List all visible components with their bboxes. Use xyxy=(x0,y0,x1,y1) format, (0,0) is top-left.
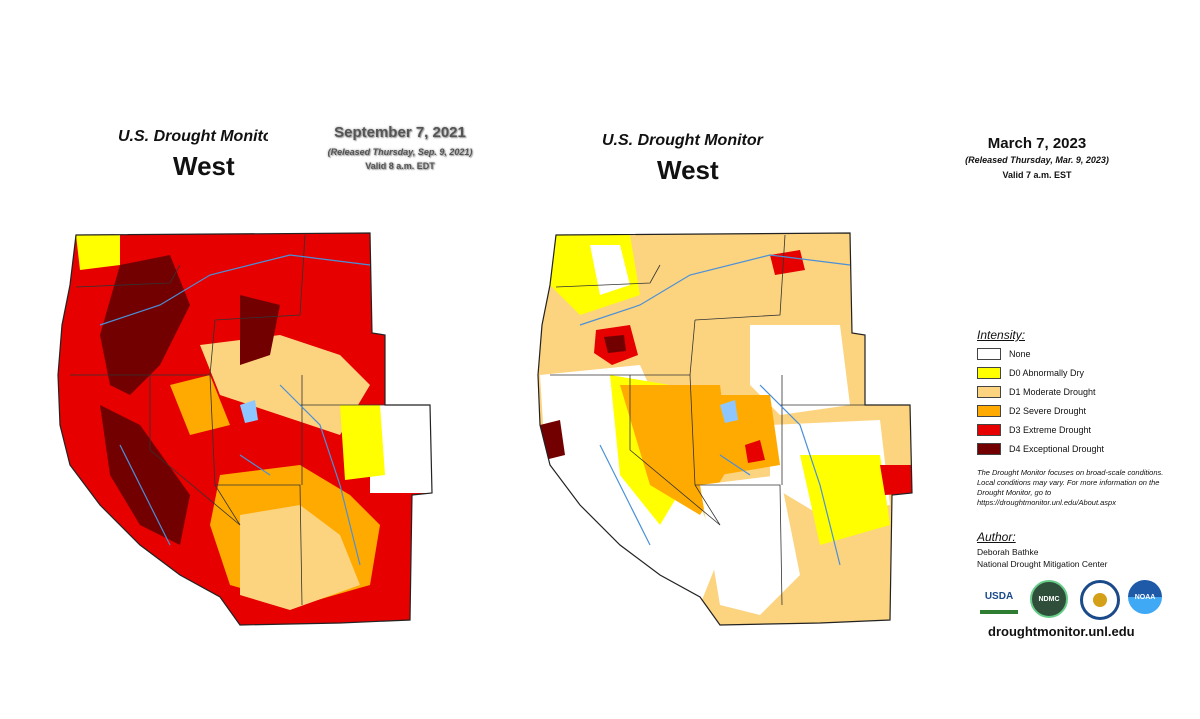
author-org: National Drought Mitigation Center xyxy=(977,559,1108,569)
left-great-salt-lake xyxy=(240,400,258,423)
legend-heading: Intensity: xyxy=(977,328,1026,342)
right-none-arizona xyxy=(700,475,800,615)
right-date: March 7, 2023 xyxy=(987,135,1087,152)
right-rivers xyxy=(579,254,851,566)
left-released: (Released Thursday, Sep. 9, 2021) xyxy=(327,147,473,157)
left-drought-map xyxy=(57,232,433,626)
noaa-logo: NOAA xyxy=(1128,580,1162,614)
ndmc-logo: NDMC xyxy=(1030,580,1068,618)
legend-note: The Drought Monitor focuses on broad-sca… xyxy=(977,468,1164,507)
legend-swatch xyxy=(977,386,1001,398)
right-d2-great-basin xyxy=(620,385,730,515)
left-state-borders xyxy=(70,234,385,606)
left-d4-california xyxy=(100,405,190,545)
legend-label: D2 Severe Drought xyxy=(1009,406,1087,416)
left-none-colorado xyxy=(370,405,432,493)
eagle-icon xyxy=(1093,593,1107,607)
left-monitor-title: U.S. Drought Monitor xyxy=(118,128,268,145)
right-none-wyoming xyxy=(750,325,850,415)
left-d1-south xyxy=(240,505,360,610)
website-link[interactable]: droughtmonitor.unl.edu xyxy=(988,624,1135,639)
right-region-title: West xyxy=(657,155,719,185)
legend-swatch xyxy=(977,367,1001,379)
left-region-outline xyxy=(57,232,433,626)
right-state-borders xyxy=(550,234,865,606)
legend-swatch xyxy=(977,405,1001,417)
usda-logo: USDA xyxy=(980,582,1018,614)
right-valid: Valid 7 a.m. EST xyxy=(1002,170,1072,180)
legend-swatch xyxy=(977,424,1001,436)
legend-item: None xyxy=(977,347,1031,361)
legend-label: D1 Moderate Drought xyxy=(1009,387,1096,397)
legend-item: D4 Exceptional Drought xyxy=(977,442,1104,456)
legend-item: D3 Extreme Drought xyxy=(977,423,1091,437)
right-d3-utah xyxy=(745,440,765,463)
left-region-title: West xyxy=(173,151,235,181)
right-d4-oregon xyxy=(604,335,626,353)
left-valid: Valid 8 a.m. EDT xyxy=(365,161,435,171)
left-d2-nevada xyxy=(170,375,230,435)
legend-swatch xyxy=(977,348,1001,360)
left-rivers xyxy=(99,254,371,566)
legend-swatch xyxy=(977,443,1001,455)
legend-label: D4 Exceptional Drought xyxy=(1009,444,1105,454)
legend-item: D1 Moderate Drought xyxy=(977,385,1096,399)
legend-item: D2 Severe Drought xyxy=(977,404,1086,418)
doc-seal-logo xyxy=(1080,580,1120,620)
left-d4-idaho xyxy=(240,295,280,365)
author-heading: Author: xyxy=(977,530,1016,544)
right-none-washington xyxy=(590,245,630,295)
right-region-outline xyxy=(537,232,913,626)
left-d0-area xyxy=(340,405,385,480)
right-d3-kansas xyxy=(880,465,912,495)
left-d0-washington xyxy=(76,235,120,270)
left-d4-oregon xyxy=(100,255,190,395)
right-drought-map xyxy=(537,232,913,626)
right-monitor-title: U.S. Drought Monitor xyxy=(602,132,763,149)
author-name: Deborah Bathke xyxy=(977,547,1039,557)
legend-item: D0 Abnormally Dry xyxy=(977,366,1084,380)
right-great-salt-lake xyxy=(720,400,738,423)
legend-label: D0 Abnormally Dry xyxy=(1009,368,1085,378)
right-d0-newmexico xyxy=(800,455,890,545)
left-date: September 7, 2021 xyxy=(334,124,466,141)
legend-label: D3 Extreme Drought xyxy=(1009,425,1092,435)
legend-label: None xyxy=(1009,349,1031,359)
right-released: (Released Thursday, Mar. 9, 2023) xyxy=(965,155,1109,165)
